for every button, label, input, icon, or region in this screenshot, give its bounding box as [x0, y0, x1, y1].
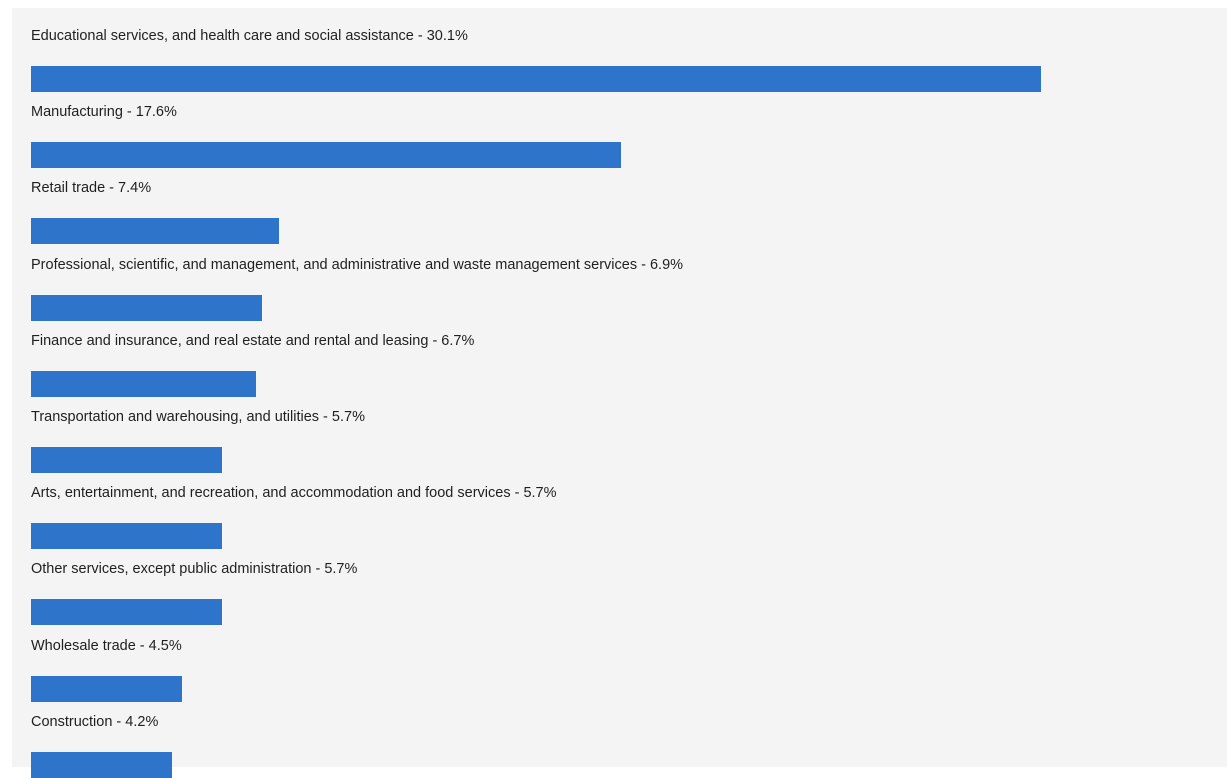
bar: [31, 523, 222, 549]
bar: [31, 752, 172, 778]
bar: [31, 66, 1041, 92]
bar: [31, 371, 256, 397]
bar: [31, 676, 182, 702]
bar: [31, 142, 621, 168]
bar-label: Retail trade - 7.4%: [31, 178, 151, 198]
bar-label: Transportation and warehousing, and util…: [31, 407, 365, 427]
bar-row: Arts, entertainment, and recreation, and…: [31, 483, 1221, 549]
bar-row: Transportation and warehousing, and util…: [31, 407, 1221, 473]
bar-label: Construction - 4.2%: [31, 712, 158, 732]
bar-chart: Educational services, and health care an…: [12, 8, 1227, 767]
bar-label: Educational services, and health care an…: [31, 26, 468, 46]
bar-row: Other services, except public administra…: [31, 559, 1221, 625]
bar-row: Retail trade - 7.4%: [31, 178, 1221, 244]
bar-label: Arts, entertainment, and recreation, and…: [31, 483, 557, 503]
bar: [31, 447, 222, 473]
bar: [31, 295, 262, 321]
bar-label: Wholesale trade - 4.5%: [31, 636, 182, 656]
bar-label: Professional, scientific, and management…: [31, 255, 683, 275]
bar-row: Finance and insurance, and real estate a…: [31, 331, 1221, 397]
bar-row: Educational services, and health care an…: [31, 26, 1221, 92]
bar-row: Wholesale trade - 4.5%: [31, 636, 1221, 702]
bar-row: Manufacturing - 17.6%: [31, 102, 1221, 168]
bar-label: Manufacturing - 17.6%: [31, 102, 177, 122]
bar-label: Other services, except public administra…: [31, 559, 357, 579]
bar: [31, 599, 222, 625]
bar-row: Professional, scientific, and management…: [31, 255, 1221, 321]
bar-label: Finance and insurance, and real estate a…: [31, 331, 474, 351]
bar-row: Construction - 4.2%: [31, 712, 1221, 778]
bar: [31, 218, 279, 244]
